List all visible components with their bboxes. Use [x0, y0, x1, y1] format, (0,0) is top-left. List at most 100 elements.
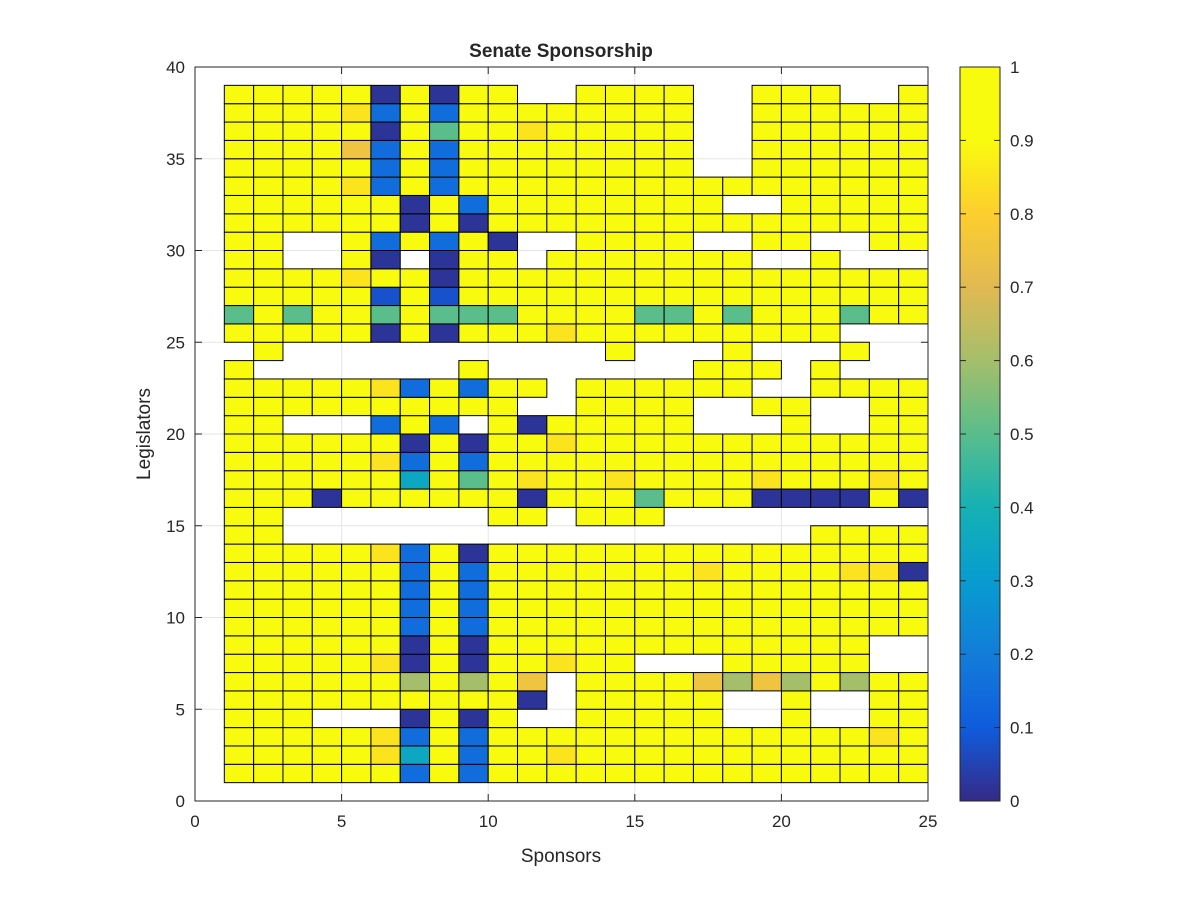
- heatmap-cell: [399, 415, 431, 435]
- heatmap-cell: [399, 286, 431, 307]
- heatmap-cell: [898, 470, 929, 490]
- heatmap-cell: [722, 250, 753, 270]
- y-tick-label: 30: [166, 242, 185, 261]
- heatmap-cell: [839, 525, 870, 545]
- heatmap-cell: [341, 672, 372, 692]
- heatmap-cell: [810, 525, 841, 545]
- heatmap-cell: [751, 470, 782, 490]
- heatmap-cell: [546, 121, 577, 141]
- heatmap-cell: [810, 727, 841, 747]
- heatmap-cell: [546, 305, 577, 325]
- heatmap-cell: [546, 433, 577, 453]
- heatmap-cell: [517, 451, 548, 472]
- colorbar-tick-label: 0.4: [1010, 498, 1034, 517]
- heatmap-cell: [868, 268, 900, 288]
- heatmap-cell: [546, 617, 577, 637]
- heatmap-cell: [898, 763, 929, 784]
- heatmap-cell: [458, 580, 489, 600]
- heatmap-cell: [663, 286, 694, 307]
- heatmap-cell: [810, 176, 841, 196]
- heatmap-cell: [282, 598, 313, 619]
- heatmap-cell: [839, 580, 870, 600]
- heatmap-cell: [604, 323, 636, 343]
- heatmap-cell: [546, 561, 577, 582]
- heatmap-cell: [634, 617, 665, 637]
- heatmap-cell: [604, 635, 636, 655]
- heatmap-cell: [634, 745, 665, 765]
- heatmap-cell: [341, 305, 372, 325]
- heatmap-cell: [780, 543, 812, 563]
- chart-title: Senate Sponsorship: [469, 41, 653, 62]
- heatmap-cell: [810, 268, 841, 288]
- heatmap-cell: [487, 158, 519, 178]
- heatmap-cell: [341, 158, 372, 178]
- heatmap-cell: [810, 617, 841, 637]
- heatmap-cell: [546, 176, 577, 196]
- heatmap-cell: [663, 268, 694, 288]
- heatmap-cell: [341, 635, 372, 655]
- heatmap-cell: [722, 598, 753, 619]
- heatmap-cell: [604, 84, 636, 105]
- heatmap-cell: [634, 121, 665, 141]
- heatmap-cell: [399, 194, 431, 215]
- heatmap-cell: [634, 268, 665, 288]
- heatmap-cell: [282, 451, 313, 472]
- heatmap-cell: [517, 121, 548, 141]
- heatmap-cell: [487, 139, 519, 160]
- heatmap-cell: [487, 84, 519, 105]
- heatmap-cell: [517, 598, 548, 619]
- heatmap-cell: [429, 231, 460, 251]
- heatmap-cell: [517, 268, 548, 288]
- heatmap-cell: [253, 341, 284, 362]
- heatmap-cell: [663, 727, 694, 747]
- heatmap-cell: [370, 653, 401, 674]
- heatmap-cell: [604, 543, 636, 563]
- heatmap-cell: [429, 690, 460, 710]
- x-axis-label: Sponsors: [521, 846, 601, 867]
- heatmap-cell: [223, 323, 255, 343]
- heatmap-cell: [663, 580, 694, 600]
- heatmap-cell: [604, 617, 636, 637]
- heatmap-cell: [663, 690, 694, 710]
- heatmap-cell: [546, 543, 577, 563]
- heatmap-cell: [839, 727, 870, 747]
- heatmap-cell: [692, 672, 724, 692]
- heatmap-cell: [722, 451, 753, 472]
- heatmap-cell: [663, 121, 694, 141]
- heatmap-cell: [780, 396, 812, 417]
- heatmap-cell: [517, 727, 548, 747]
- heatmap-cell: [429, 268, 460, 288]
- heatmap-cell: [429, 176, 460, 196]
- heatmap-cell: [282, 470, 313, 490]
- heatmap-cell: [253, 708, 284, 729]
- heatmap-cell: [575, 561, 606, 582]
- heatmap-cell: [311, 194, 343, 215]
- heatmap-cell: [663, 543, 694, 563]
- heatmap-cell: [253, 84, 284, 105]
- heatmap-cell: [575, 378, 606, 398]
- heatmap-cell: [604, 561, 636, 582]
- heatmap-cell: [487, 598, 519, 619]
- heatmap-cell: [282, 268, 313, 288]
- heatmap-cell: [604, 727, 636, 747]
- heatmap-cell: [429, 250, 460, 270]
- heatmap-cell: [517, 433, 548, 453]
- heatmap-cell: [604, 158, 636, 178]
- heatmap-cell: [458, 598, 489, 619]
- heatmap-cell: [868, 488, 900, 508]
- heatmap-cell: [575, 672, 606, 692]
- heatmap-cell: [429, 396, 460, 417]
- heatmap-cell: [282, 286, 313, 307]
- heatmap-cell: [487, 323, 519, 343]
- heatmap-cell: [253, 139, 284, 160]
- heatmap-cell: [751, 727, 782, 747]
- heatmap-cell: [311, 745, 343, 765]
- heatmap-cell: [253, 231, 284, 251]
- heatmap-cell: [810, 433, 841, 453]
- heatmap-cell: [546, 598, 577, 619]
- heatmap-cell: [692, 543, 724, 563]
- heatmap-cell: [223, 268, 255, 288]
- heatmap-cell: [663, 323, 694, 343]
- heatmap-cell: [223, 653, 255, 674]
- heatmap-cell: [722, 488, 753, 508]
